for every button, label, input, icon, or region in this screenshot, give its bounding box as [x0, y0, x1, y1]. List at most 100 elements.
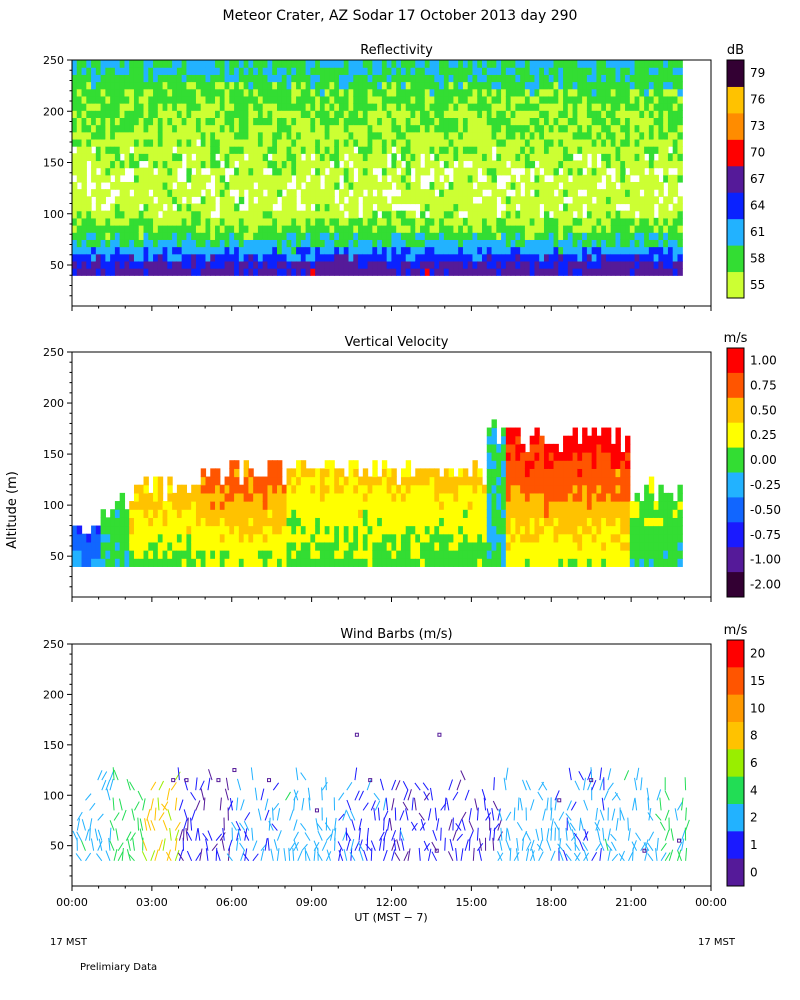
velocity-cell [310, 476, 316, 486]
reflectivity-cell [458, 253, 464, 262]
reflectivity-cell [639, 81, 645, 90]
reflectivity-cell [329, 174, 335, 183]
reflectivity-cell [243, 260, 249, 269]
velocity-cell [520, 525, 526, 535]
velocity-cell [324, 558, 331, 567]
reflectivity-cell [410, 60, 416, 68]
velocity-cell [229, 460, 235, 469]
velocity-cell [515, 476, 521, 486]
reflectivity-cell [305, 74, 311, 83]
reflectivity-cell [138, 181, 145, 190]
reflectivity-cell [543, 110, 550, 118]
reflectivity-cell [181, 110, 188, 118]
reflectivity-cell [639, 117, 645, 126]
reflectivity-cell [505, 225, 512, 233]
velocity-cell [181, 533, 188, 543]
velocity-cell [129, 550, 135, 559]
reflectivity-cell [95, 103, 102, 111]
reflectivity-cell [543, 103, 550, 111]
reflectivity-cell [119, 246, 126, 255]
reflectivity-cell [172, 217, 178, 226]
velocity-cell [248, 558, 254, 567]
reflectivity-cell [524, 260, 531, 269]
velocity-cell [372, 541, 378, 551]
reflectivity-cell [496, 124, 502, 133]
reflectivity-cell [448, 268, 455, 276]
reflectivity-cell [501, 138, 507, 147]
reflectivity-cell [472, 239, 478, 248]
velocity-cell [415, 476, 421, 486]
reflectivity-cell [586, 203, 593, 212]
velocity-cell [524, 476, 531, 486]
reflectivity-cell [501, 246, 507, 255]
reflectivity-cell [133, 81, 140, 90]
reflectivity-cell [291, 253, 297, 262]
reflectivity-cell [553, 60, 559, 68]
velocity-cell [138, 550, 145, 559]
reflectivity-cell [362, 167, 369, 176]
reflectivity-cell [338, 217, 345, 226]
reflectivity-cell [648, 131, 655, 140]
reflectivity-cell [482, 260, 488, 269]
velocity-cell [200, 541, 207, 551]
reflectivity-cell [229, 138, 235, 147]
velocity-cell [348, 550, 354, 559]
reflectivity-cell [362, 131, 369, 140]
reflectivity-cell [405, 131, 412, 140]
reflectivity-cell [72, 160, 78, 169]
reflectivity-cell [200, 146, 207, 154]
reflectivity-cell [362, 246, 369, 255]
reflectivity-cell [524, 103, 531, 111]
reflectivity-cell [381, 260, 388, 269]
reflectivity-cell [262, 74, 269, 83]
reflectivity-cell [515, 189, 521, 197]
reflectivity-cell [491, 138, 497, 147]
reflectivity-cell [462, 203, 469, 212]
reflectivity-cell [586, 260, 593, 269]
reflectivity-cell [486, 60, 493, 68]
velocity-cell [334, 517, 340, 527]
reflectivity-cell [91, 225, 97, 233]
velocity-cell [434, 468, 440, 478]
velocity-cell [601, 460, 607, 469]
reflectivity-cell [400, 138, 407, 147]
reflectivity-cell [610, 225, 617, 233]
reflectivity-cell [672, 232, 679, 240]
reflectivity-cell [396, 60, 402, 68]
velocity-cell [286, 550, 292, 559]
velocity-cell [563, 435, 569, 445]
reflectivity-cell [601, 246, 607, 255]
reflectivity-cell [324, 131, 331, 140]
reflectivity-cell [372, 67, 378, 75]
reflectivity-cell [105, 260, 111, 269]
reflectivity-cell [353, 189, 359, 197]
reflectivity-cell [601, 67, 607, 75]
reflectivity-cell [663, 81, 669, 90]
velocity-cell [300, 476, 307, 486]
reflectivity-cell [639, 239, 645, 248]
reflectivity-cell [486, 67, 493, 75]
velocity-cell [300, 484, 307, 494]
reflectivity-cell [377, 153, 383, 162]
reflectivity-cell [453, 203, 459, 212]
reflectivity-cell [577, 210, 583, 219]
reflectivity-cell [105, 225, 111, 233]
reflectivity-cell [572, 110, 578, 118]
reflectivity-cell [81, 253, 87, 262]
reflectivity-cell [367, 60, 373, 68]
reflectivity-cell [458, 67, 464, 75]
reflectivity-cell [91, 67, 97, 75]
reflectivity-cell [305, 88, 311, 97]
velocity-cell [515, 427, 521, 437]
reflectivity-cell [191, 88, 197, 97]
velocity-cell [324, 476, 331, 486]
reflectivity-cell [277, 95, 283, 104]
velocity-cell [472, 460, 478, 469]
reflectivity-cell [267, 260, 273, 269]
reflectivity-cell [429, 246, 435, 255]
reflectivity-cell [424, 232, 431, 240]
reflectivity-cell [534, 124, 540, 133]
reflectivity-cell [195, 124, 202, 133]
velocity-cell [567, 558, 574, 567]
reflectivity-cell [663, 110, 669, 118]
